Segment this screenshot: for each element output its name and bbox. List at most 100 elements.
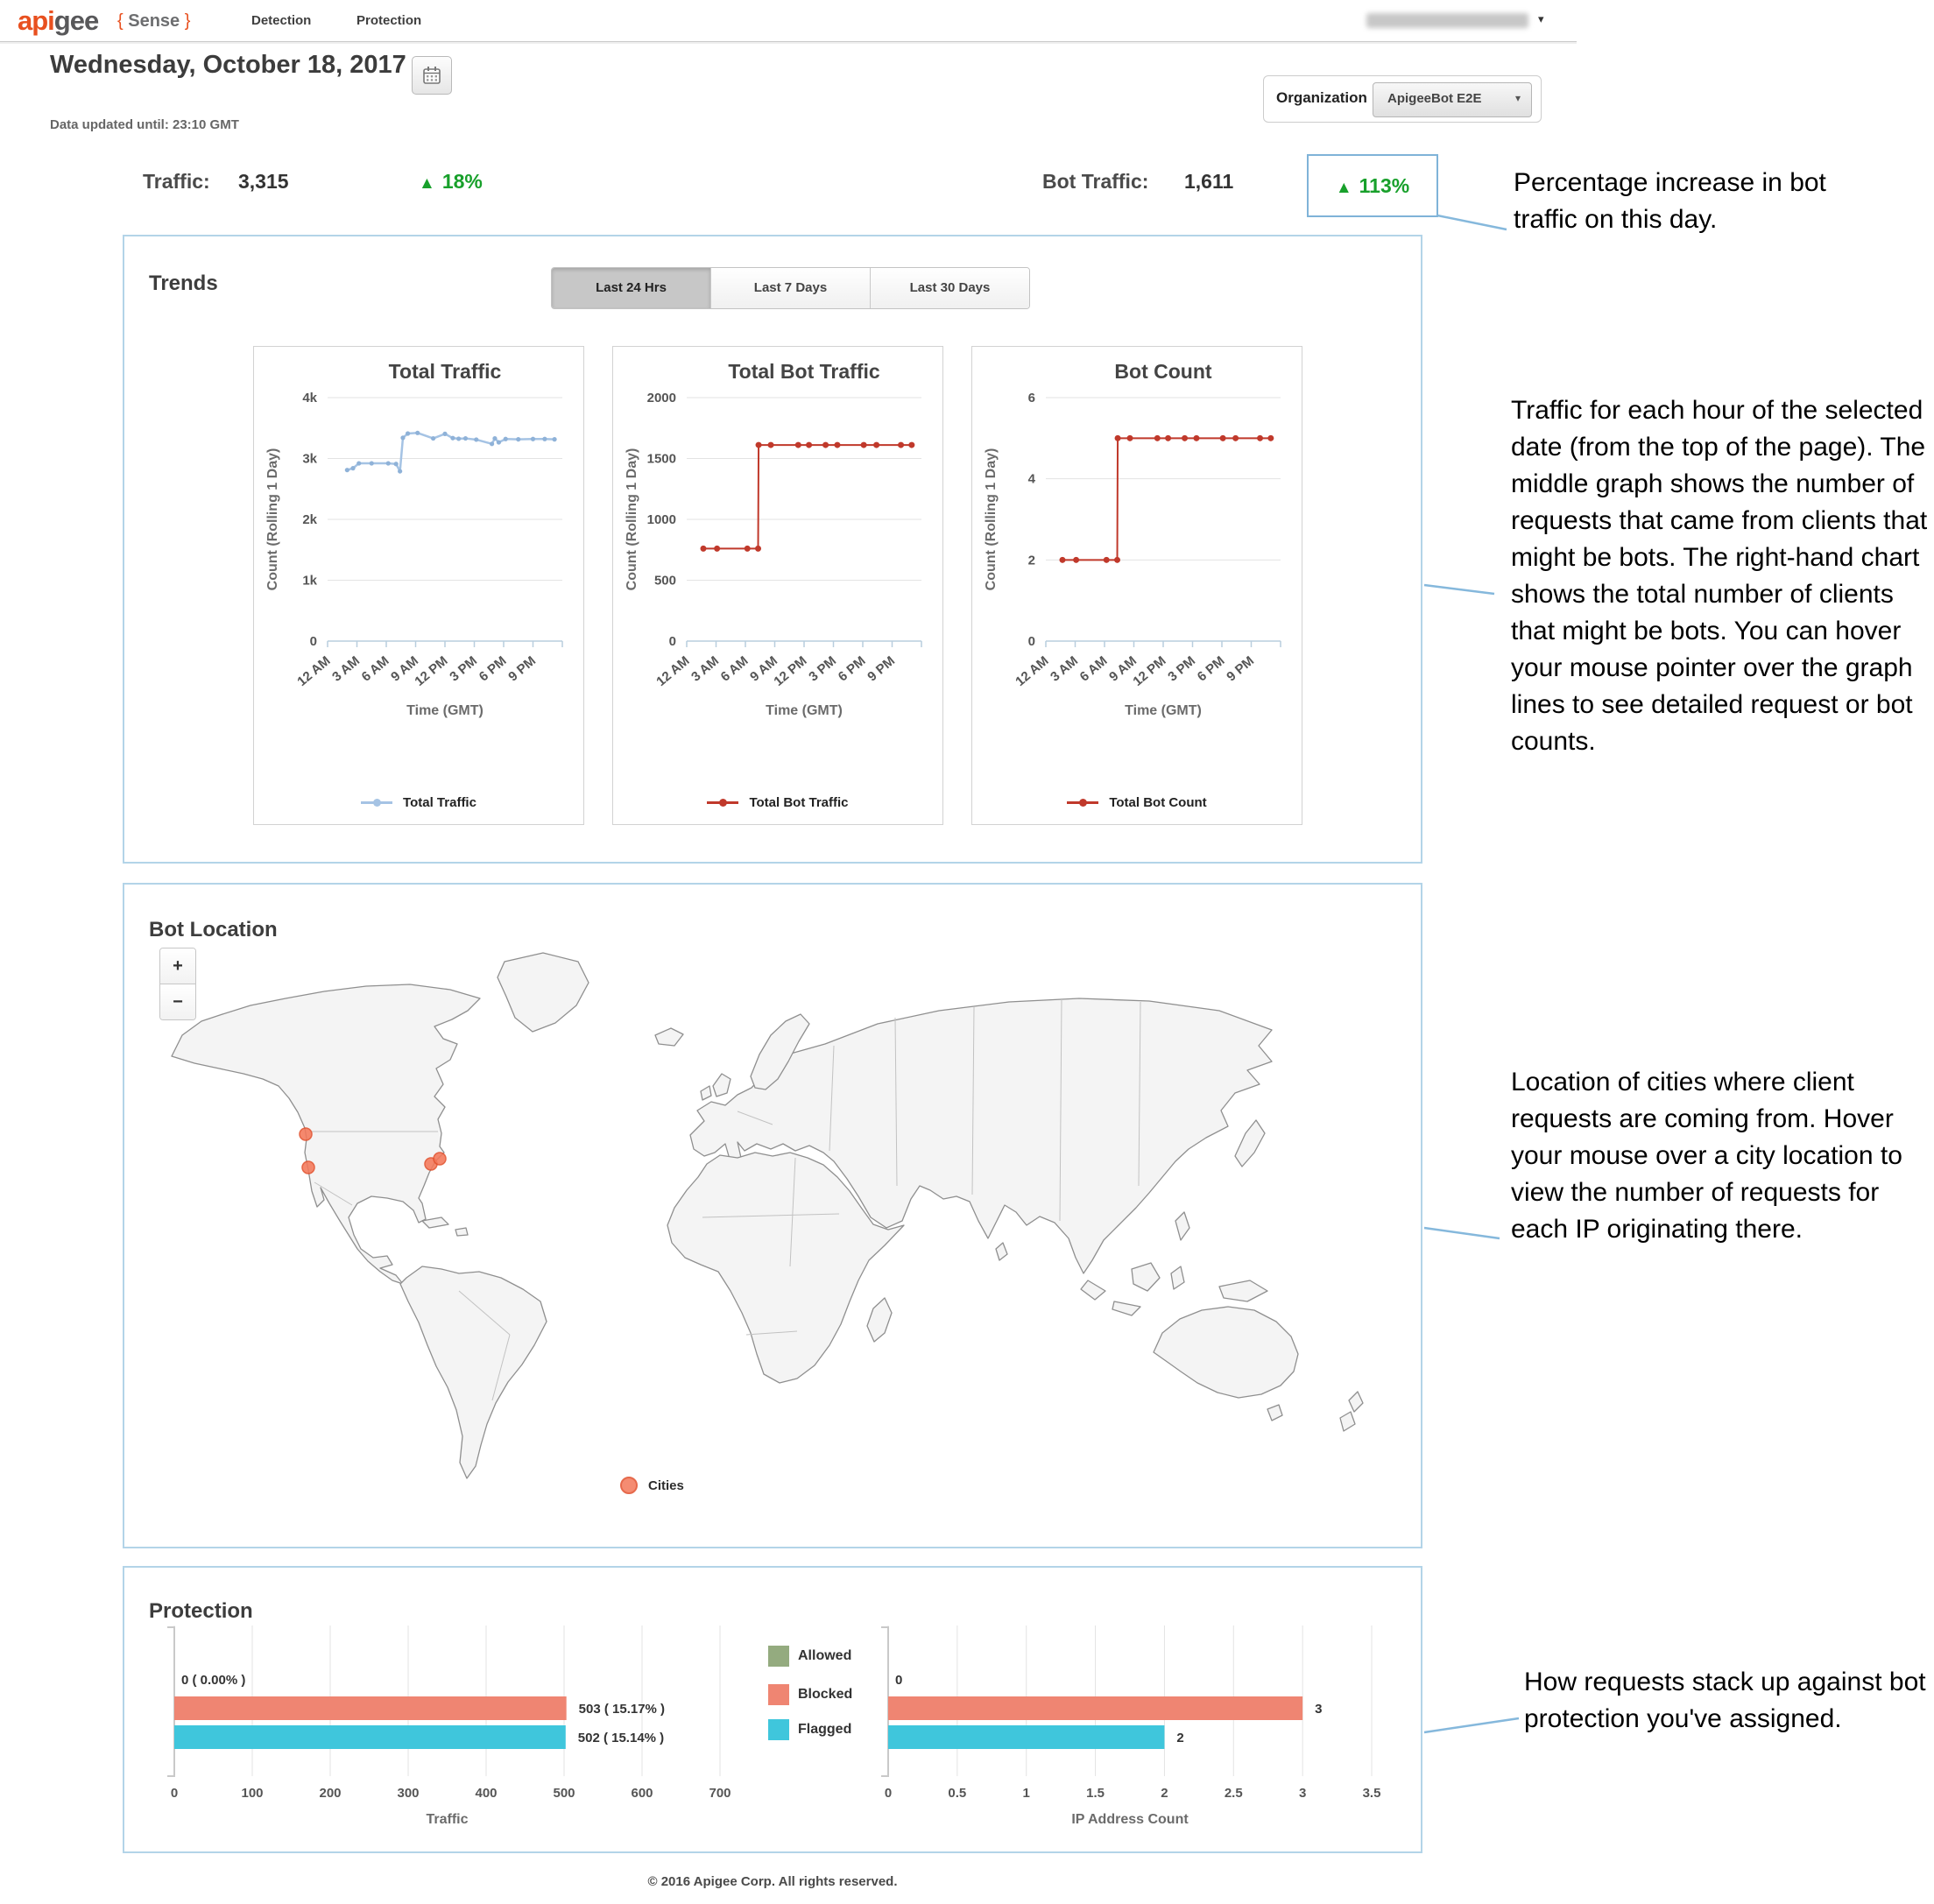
line-marker-icon — [1067, 799, 1099, 807]
svg-text:600: 600 — [631, 1786, 653, 1801]
svg-text:4k: 4k — [302, 391, 317, 405]
flagged-swatch-icon — [768, 1719, 789, 1740]
svg-text:12 AM: 12 AM — [1013, 653, 1051, 689]
tab-last-24-hrs[interactable]: Last 24 Hrs — [552, 268, 710, 308]
page-date-title: Wednesday, October 18, 2017 — [50, 51, 406, 79]
total-bot-traffic-chart-card: Total Bot Traffic 0 500 1000 1500 2000 12 AM 3 … — [612, 346, 943, 825]
allowed-swatch-icon — [768, 1646, 789, 1667]
svg-text:503 ( 15.17% ): 503 ( 15.17% ) — [579, 1702, 665, 1717]
svg-text:0 ( 0.00% ): 0 ( 0.00% ) — [181, 1673, 245, 1688]
svg-text:6 PM: 6 PM — [476, 653, 510, 685]
bot-traffic-value: 1,611 — [1184, 170, 1234, 193]
line-marker-icon — [707, 799, 739, 807]
blocked-swatch-icon — [768, 1684, 789, 1705]
svg-text:12 PM: 12 PM — [1130, 653, 1168, 689]
chart-legend: Total Traffic — [254, 795, 583, 810]
svg-text:Time (GMT): Time (GMT) — [766, 703, 843, 718]
svg-text:2: 2 — [1028, 553, 1035, 568]
svg-text:300: 300 — [397, 1786, 419, 1801]
svg-text:2000: 2000 — [647, 391, 676, 405]
svg-text:700: 700 — [709, 1786, 731, 1801]
legend-item-blocked: Blocked — [768, 1683, 852, 1706]
map-legend-label: Cities — [648, 1477, 684, 1493]
callout-line-delta — [1436, 214, 1507, 231]
svg-text:1k: 1k — [302, 574, 317, 589]
svg-text:Bot Count: Bot Count — [1114, 360, 1211, 383]
bot-location-title: Bot Location — [149, 917, 278, 941]
svg-text:400: 400 — [475, 1786, 497, 1801]
svg-text:Total Traffic: Total Traffic — [389, 360, 502, 383]
organization-select[interactable]: ApigeeBot E2E ▾ — [1373, 82, 1532, 117]
city-marker — [301, 1160, 315, 1174]
calendar-icon — [423, 67, 441, 84]
svg-text:200: 200 — [319, 1786, 341, 1801]
nav-detection[interactable]: Detection — [251, 13, 312, 28]
svg-text:9 PM: 9 PM — [505, 653, 539, 685]
svg-text:0: 0 — [895, 1673, 902, 1688]
svg-text:Traffic: Traffic — [426, 1812, 468, 1827]
svg-text:12 PM: 12 PM — [412, 653, 450, 689]
total-traffic-chart-card: Total Traffic 0 1k 2k 3k 4k 12 AM 3 AM 6 AM 9 AM 1… — [253, 346, 584, 825]
svg-text:100: 100 — [241, 1786, 263, 1801]
svg-text:12 PM: 12 PM — [771, 653, 809, 689]
apigee-logo[interactable]: apigee — [18, 5, 99, 37]
protection-bar-charts[interactable]: 0 100 200 300 400 500 600 700 0 ( 0.00% ) 503 ( 1… — [124, 1568, 1421, 1851]
callout-line-trends — [1423, 583, 1495, 596]
nav-protection[interactable]: Protection — [356, 13, 422, 28]
world-map[interactable] — [133, 923, 1415, 1484]
svg-text:1000: 1000 — [647, 512, 676, 527]
svg-text:12 AM: 12 AM — [653, 653, 692, 689]
svg-text:2: 2 — [1176, 1731, 1183, 1745]
svg-text:Total Bot Traffic: Total Bot Traffic — [728, 360, 880, 383]
trends-title: Trends — [149, 271, 218, 295]
chart-legend: Total Bot Traffic — [613, 795, 942, 810]
svg-text:4: 4 — [1028, 472, 1036, 487]
sense-brace-close: } — [184, 11, 191, 31]
bot-traffic-label: Bot Traffic: — [1042, 170, 1149, 193]
annotation-map: Location of cities where client requests… — [1511, 1068, 1902, 1244]
svg-text:1500: 1500 — [647, 452, 676, 467]
svg-text:3: 3 — [1299, 1786, 1306, 1801]
svg-text:6: 6 — [1028, 391, 1035, 405]
svg-text:Count (Rolling 1 Day): Count (Rolling 1 Day) — [625, 448, 639, 591]
svg-text:6 AM: 6 AM — [718, 653, 752, 685]
city-marker — [433, 1152, 447, 1166]
calendar-button[interactable] — [412, 56, 452, 95]
svg-text:9 PM: 9 PM — [865, 653, 898, 685]
zoom-out-button[interactable]: − — [160, 984, 195, 1019]
chart-legend: Total Bot Count — [972, 795, 1302, 810]
caret-down-icon: ▾ — [1538, 12, 1544, 25]
svg-text:3 AM: 3 AM — [1048, 653, 1081, 685]
protection-title: Protection — [149, 1598, 253, 1623]
tab-last-7-days[interactable]: Last 7 Days — [710, 268, 870, 308]
sense-name: Sense — [128, 11, 180, 31]
footer-copyright: © 2016 Apigee Corp. All rights reserved. — [647, 1874, 898, 1889]
svg-text:3 PM: 3 PM — [1165, 653, 1198, 685]
svg-text:12 AM: 12 AM — [294, 653, 333, 689]
sense-wordmark: { Sense } — [117, 11, 190, 32]
svg-text:3k: 3k — [302, 452, 317, 467]
svg-text:0: 0 — [310, 634, 317, 649]
up-arrow-icon: ▲ — [1335, 178, 1352, 197]
city-marker — [299, 1127, 313, 1141]
zoom-in-button[interactable]: + — [160, 948, 195, 984]
map-zoom-controls: + − — [159, 948, 196, 1020]
svg-text:0.5: 0.5 — [948, 1786, 966, 1801]
svg-text:3 AM: 3 AM — [329, 653, 363, 685]
svg-text:2: 2 — [1161, 1786, 1168, 1801]
tab-last-30-days[interactable]: Last 30 Days — [870, 268, 1029, 308]
bot-traffic-delta: 113% — [1359, 173, 1410, 197]
organization-box: Organization ApigeeBot E2E ▾ — [1263, 75, 1542, 123]
svg-text:500: 500 — [553, 1786, 575, 1801]
svg-text:2k: 2k — [302, 512, 317, 527]
bot-traffic-delta-highlight: ▲ 113% — [1307, 154, 1438, 217]
svg-text:0: 0 — [885, 1786, 892, 1801]
svg-text:Count (Rolling 1 Day): Count (Rolling 1 Day) — [984, 448, 999, 591]
sense-brace-open: { — [117, 11, 124, 31]
annotation-trends: Traffic for each hour of the selected da… — [1511, 396, 1928, 756]
svg-text:500: 500 — [654, 574, 676, 589]
